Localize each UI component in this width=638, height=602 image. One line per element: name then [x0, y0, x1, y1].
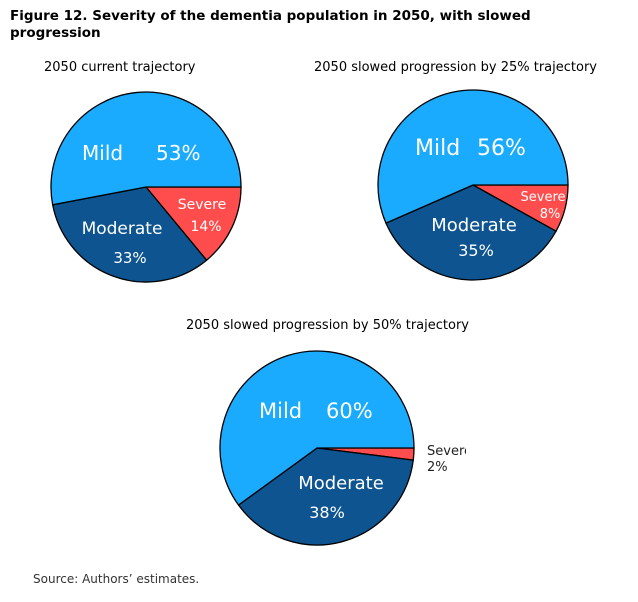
- pie-slice-mild: [50, 91, 242, 206]
- pie-slice-mild: [377, 89, 569, 224]
- pie-chart-slowed-50: Mild 60% Severe2% Moderate 38%: [219, 350, 466, 546]
- pie-label-mild-category: Mild: [82, 141, 123, 165]
- source-note: Source: Authors’ estimates.: [33, 572, 200, 586]
- pie-label-moderate-value: 33%: [113, 249, 146, 267]
- pie-slice-severe: [144, 186, 242, 262]
- figure-title: Figure 12. Severity of the dementia popu…: [10, 8, 610, 42]
- pie-slice-moderate: [237, 447, 414, 546]
- pie-label-severe-category: Severe: [427, 444, 466, 459]
- pie-label-mild-value: 53%: [156, 141, 200, 165]
- pie-label-severe-value: 14%: [190, 219, 221, 235]
- pie-slice-mild: [219, 350, 415, 506]
- figure-title-line-1: Figure 12. Severity of the dementia popu…: [10, 8, 531, 24]
- figure-title-line-2: progression: [10, 25, 101, 41]
- chart-2-title: 2050 slowed progression by 25% trajector…: [314, 60, 597, 75]
- pie-label-severe-value: 8%: [540, 207, 561, 222]
- pie-label-severe-category: Severe: [178, 197, 226, 213]
- chart-1-title: 2050 current trajectory: [44, 60, 196, 75]
- pie-label-mild-value: 60%: [326, 399, 373, 423]
- pie-label-mild-value: 56%: [477, 136, 526, 161]
- pie-label-severe-category: Severe: [521, 190, 566, 205]
- pie-chart-slowed-25: Mild 56% Severe 8% Moderate 35%: [377, 89, 569, 281]
- pie-label-mild-category: Mild: [415, 136, 460, 161]
- pie-label-moderate-category: Moderate: [298, 473, 384, 494]
- chart-3-title: 2050 slowed progression by 50% trajector…: [186, 318, 469, 333]
- pie-label-mild-category: Mild: [259, 399, 302, 423]
- pie-chart-current: Mild 53% Severe 14% Moderate 33%: [50, 91, 242, 283]
- pie-label-moderate-value: 38%: [309, 503, 345, 522]
- pie-label-moderate-value: 35%: [458, 241, 494, 260]
- pie-slice-moderate: [51, 186, 208, 283]
- pie-slice-moderate: [385, 184, 557, 281]
- pie-label-moderate-category: Moderate: [431, 215, 517, 236]
- pie-label-moderate-category: Moderate: [82, 219, 163, 239]
- pie-label-severe-value: 2%: [427, 460, 448, 475]
